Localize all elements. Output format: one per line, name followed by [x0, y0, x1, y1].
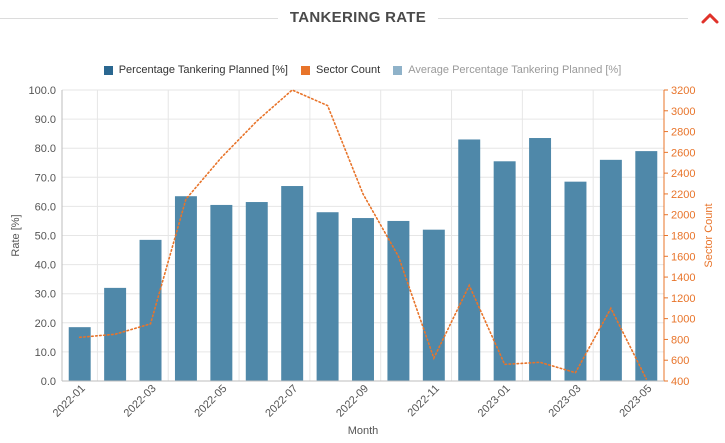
y2-axis-title: Sector Count — [703, 203, 715, 267]
y2-tick-label: 400 — [671, 376, 689, 388]
header-divider-right — [438, 18, 688, 19]
x-tick-label: 2023-03 — [547, 383, 584, 420]
y-tick-label: 100.0 — [28, 85, 56, 97]
legend-swatch-average — [393, 65, 403, 75]
x-tick-label: 2023-05 — [617, 383, 654, 420]
x-tick-label: 2023-01 — [476, 383, 513, 420]
y-tick-label: 70.0 — [35, 172, 56, 184]
y-tick-label: 20.0 — [35, 318, 56, 330]
x-tick-label: 2022-09 — [334, 383, 371, 420]
legend-label: Average Percentage Tankering Planned [%] — [408, 64, 622, 76]
legend-label: Percentage Tankering Planned [%] — [118, 64, 288, 76]
bar — [316, 212, 339, 381]
y-tick-label: 50.0 — [35, 231, 56, 243]
x-tick-label: 2022-03 — [122, 383, 159, 420]
legend-item-sector-count[interactable]: Sector Count — [300, 64, 381, 76]
y2-tick-label: 1800 — [671, 231, 695, 243]
y2-tick-label: 2400 — [671, 168, 695, 180]
y-tick-label: 60.0 — [35, 201, 56, 213]
legend-label: Sector Count — [315, 64, 381, 76]
y2-tick-label: 2800 — [671, 127, 695, 139]
panel-header: TANKERING RATE — [0, 0, 725, 36]
y-tick-label: 90.0 — [35, 114, 56, 126]
y2-tick-label: 2000 — [671, 210, 695, 222]
x-tick-label: 2022-01 — [51, 383, 88, 420]
bar — [245, 202, 268, 381]
bar — [529, 138, 552, 381]
panel-title: TANKERING RATE — [289, 9, 427, 26]
y-axis-title: Rate [%] — [10, 214, 22, 256]
bar — [281, 186, 304, 381]
y-tick-label: 80.0 — [35, 143, 56, 155]
y-tick-label: 30.0 — [35, 289, 56, 301]
y2-tick-label: 2600 — [671, 147, 695, 159]
bar — [599, 159, 622, 381]
bar — [387, 220, 410, 381]
bar — [635, 151, 658, 381]
legend-swatch-percentage — [103, 65, 113, 75]
y-tick-label: 10.0 — [35, 347, 56, 359]
chevron-up-icon — [701, 13, 719, 24]
y2-tick-label: 1400 — [671, 272, 695, 284]
bar — [458, 139, 481, 381]
x-axis-title: Month — [348, 425, 379, 437]
y2-tick-label: 600 — [671, 355, 689, 367]
y2-tick-label: 1200 — [671, 293, 695, 305]
y2-tick-label: 1000 — [671, 314, 695, 326]
legend-swatch-sector-count — [300, 65, 310, 75]
sector-count-line — [78, 89, 648, 380]
y2-tick-label: 1600 — [671, 251, 695, 263]
collapse-button[interactable] — [700, 10, 720, 26]
bar — [564, 181, 587, 381]
y-tick-label: 40.0 — [35, 260, 56, 272]
bar — [68, 327, 91, 381]
x-tick-label: 2022-11 — [405, 383, 441, 419]
y2-tick-label: 3000 — [671, 106, 695, 118]
sector-count-series-line — [78, 89, 648, 380]
header-divider-left — [0, 18, 278, 19]
legend-item-average[interactable]: Average Percentage Tankering Planned [%] — [393, 64, 621, 76]
y2-tick-label: 3200 — [671, 85, 695, 97]
y-tick-label: 0.0 — [41, 376, 56, 388]
bar — [139, 239, 162, 381]
y2-tick-label: 800 — [671, 334, 689, 346]
bars — [68, 138, 658, 381]
bar — [174, 196, 197, 381]
bar — [493, 161, 516, 381]
x-tick-label: 2022-07 — [263, 383, 300, 420]
x-tick-label: 2022-05 — [192, 383, 229, 420]
bar — [210, 204, 233, 381]
chart-legend: Percentage Tankering Planned [%] Sector … — [0, 64, 725, 82]
y2-tick-label: 2200 — [671, 189, 695, 201]
legend-item-percentage[interactable]: Percentage Tankering Planned [%] — [103, 64, 288, 76]
bar — [352, 218, 374, 381]
